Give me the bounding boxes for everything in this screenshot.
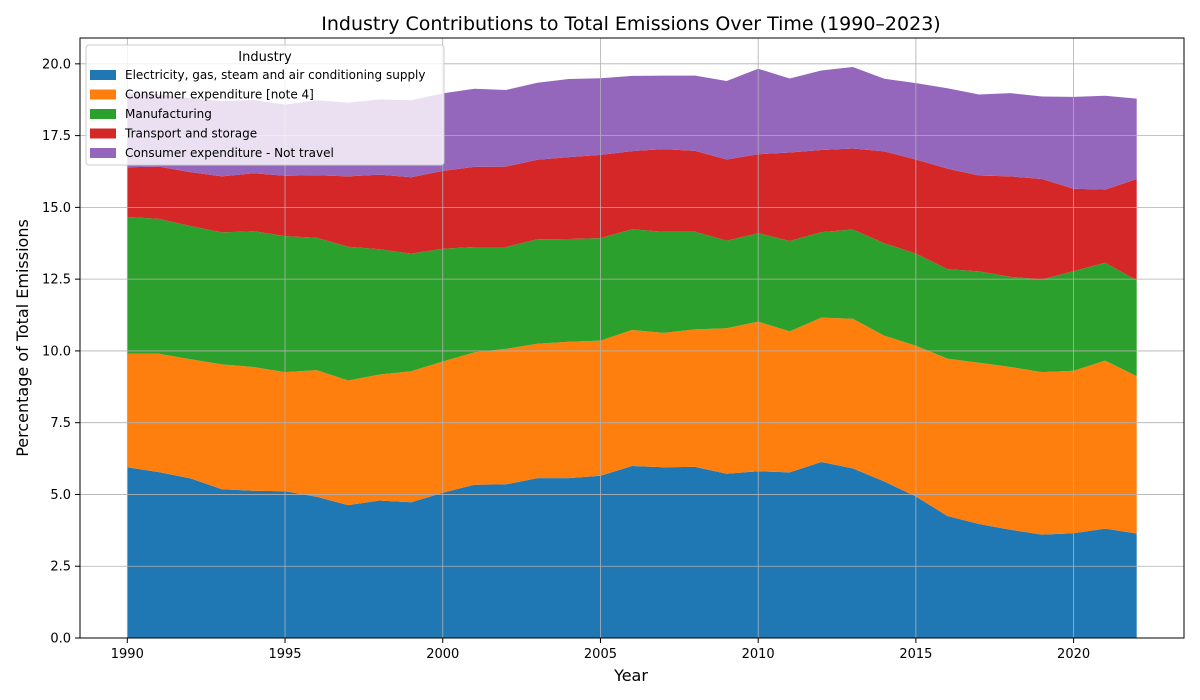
legend-swatch-2: [90, 89, 116, 100]
x-tick-label: 2010: [742, 647, 775, 662]
area-series-3: [127, 216, 1137, 381]
legend-swatch-4: [90, 128, 116, 139]
legend-label-2: Consumer expenditure [note 4]: [125, 88, 314, 102]
y-tick-label: 5.0: [50, 488, 71, 503]
x-axis-ticks: 1990 1995 2000 2005 2010 2015 2020: [111, 638, 1090, 662]
y-tick-label: 20.0: [42, 57, 71, 72]
y-tick-label: 15.0: [42, 201, 71, 216]
legend-label-3: Manufacturing: [125, 107, 212, 121]
area-series-4: [127, 148, 1137, 281]
legend-title: Industry: [238, 50, 292, 65]
y-tick-label: 7.5: [50, 416, 71, 431]
legend-label-4: Transport and storage: [124, 127, 257, 141]
area-series-2: [127, 317, 1137, 535]
area-series-group: [127, 67, 1137, 638]
plot-frame: [79, 37, 1185, 639]
area-series-1: [127, 462, 1137, 638]
legend-label-5: Consumer expenditure - Not travel: [125, 146, 334, 160]
y-axis-ticks: 0.0 2.5 5.0 7.5 10.0 12.5 15.0 17.5 20.0: [42, 57, 80, 647]
x-tick-label: 2000: [426, 647, 459, 662]
legend-swatch-1: [90, 70, 116, 80]
x-tick-label: 2015: [899, 647, 932, 662]
x-tick-label: 1990: [111, 647, 144, 662]
legend-label-1: Electricity, gas, steam and air conditio…: [125, 68, 426, 82]
x-tick-label: 2020: [1057, 647, 1090, 662]
x-axis-title: Year: [613, 666, 648, 685]
legend-swatch-3: [90, 109, 116, 119]
y-tick-label: 10.0: [42, 344, 71, 359]
y-tick-label: 0.0: [50, 632, 71, 647]
y-tick-label: 2.5: [50, 560, 71, 575]
x-tick-label: 1995: [268, 647, 301, 662]
x-tick-label: 2005: [584, 647, 617, 662]
legend: Industry Electricity, gas, steam and air …: [85, 44, 445, 166]
chart-title: Industry Contributions to Total Emission…: [321, 13, 940, 35]
y-axis-title: Percentage of Total Emissions: [13, 219, 32, 457]
y-tick-label: 12.5: [42, 273, 71, 288]
legend-box: [85, 44, 445, 166]
y-tick-label: 17.5: [42, 129, 71, 144]
legend-swatch-5: [90, 148, 116, 158]
